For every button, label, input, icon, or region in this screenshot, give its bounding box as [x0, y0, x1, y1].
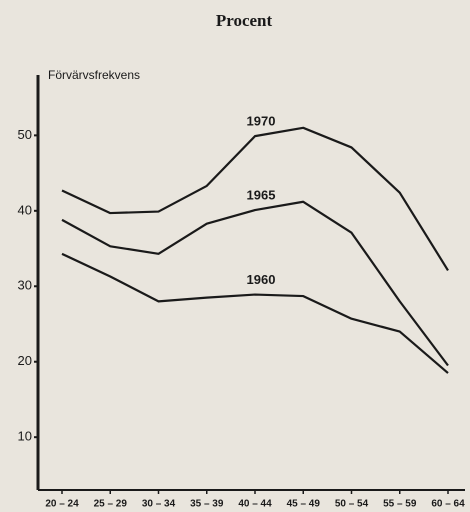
y-axis-label: Förvärvsfrekvens — [48, 68, 140, 82]
x-tick-label: 30 – 34 — [142, 499, 176, 510]
x-tick-label: 55 – 59 — [383, 499, 417, 510]
x-tick-label: 20 – 24 — [45, 499, 79, 510]
x-tick-label: 40 – 44 — [238, 499, 272, 510]
y-tick-label: 10 — [18, 429, 32, 444]
x-tick-label: 50 – 54 — [335, 499, 369, 510]
series-label: 1965 — [247, 188, 276, 203]
x-tick-label: 35 – 39 — [190, 499, 224, 510]
series-label: 1970 — [247, 114, 276, 129]
y-tick-label: 40 — [18, 202, 32, 217]
line-series — [61, 252, 449, 374]
y-tick-label: 30 — [18, 278, 32, 293]
y-tick-label: 50 — [18, 127, 32, 142]
line-series — [61, 200, 449, 367]
line-series — [61, 126, 449, 272]
x-tick-label: 25 – 29 — [94, 499, 128, 510]
chart-title: Procent — [216, 11, 273, 30]
x-tick-label: 45 – 49 — [287, 499, 321, 510]
x-tick-label: 60 – 64 — [431, 499, 465, 510]
series-label: 1960 — [247, 272, 276, 287]
y-tick-label: 20 — [18, 353, 32, 368]
